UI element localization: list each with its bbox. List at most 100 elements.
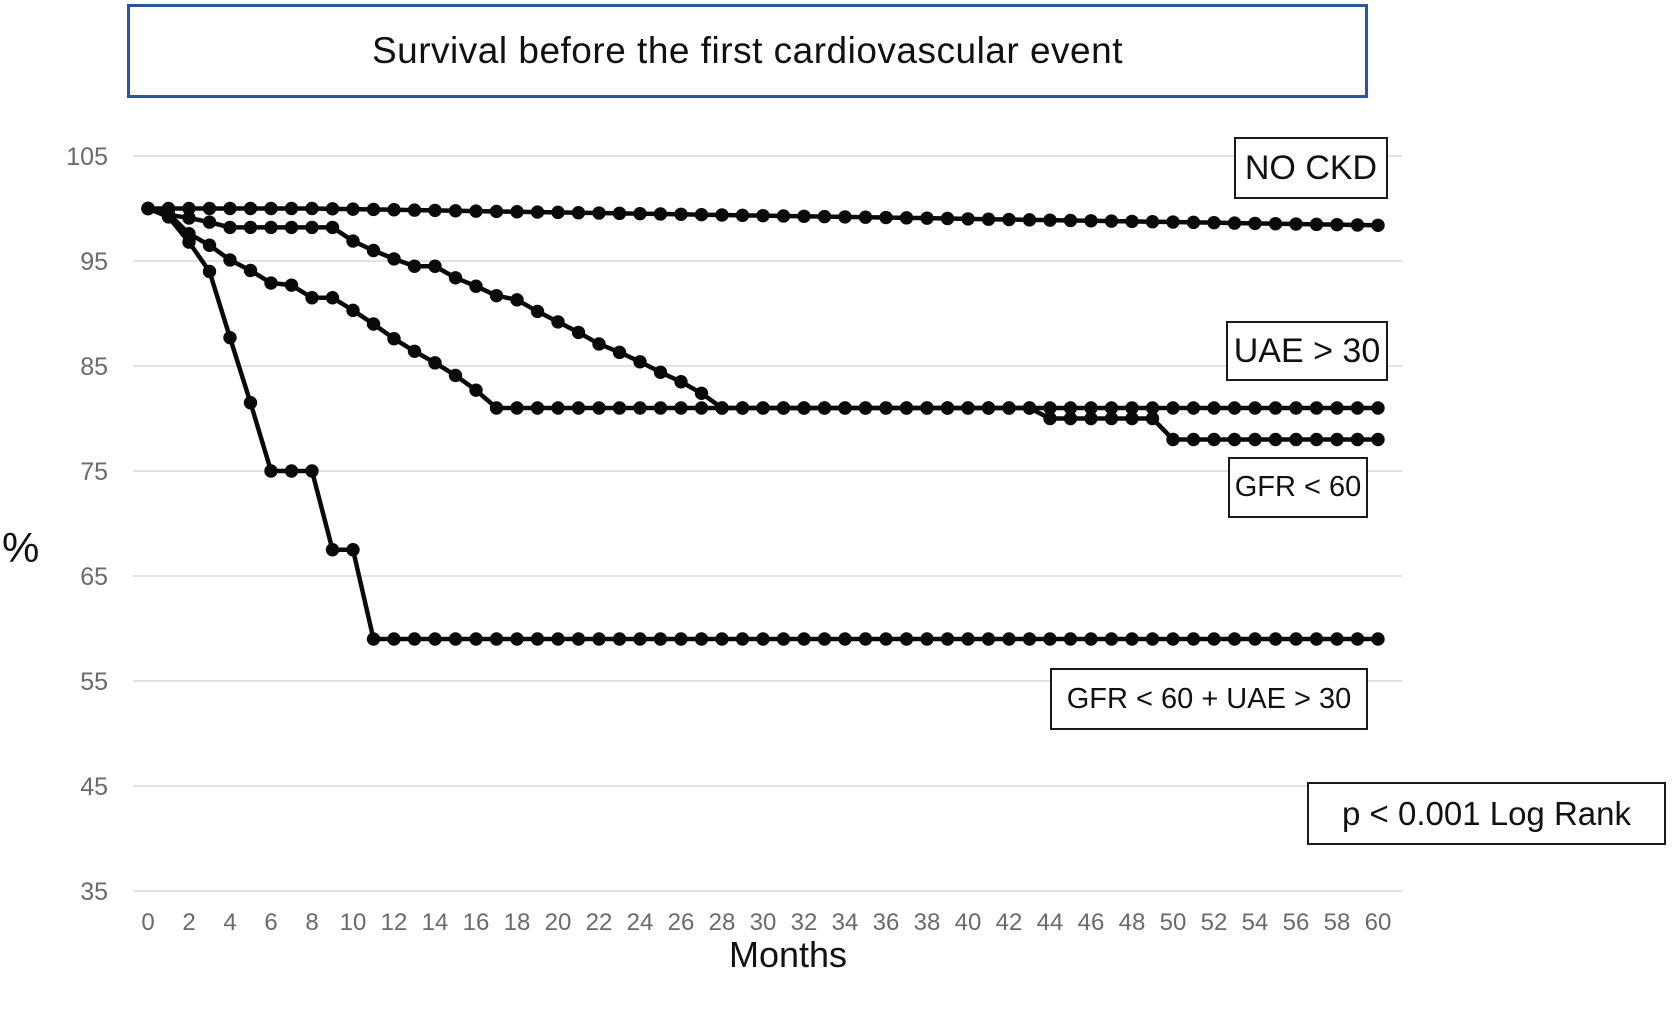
chart-title: Survival before the first cardiovascular… — [371, 30, 1123, 71]
series-2-marker — [1309, 432, 1324, 447]
x-tick-8: 8 — [305, 909, 318, 936]
y-tick-95: 95 — [80, 248, 108, 276]
series-0-marker — [1125, 214, 1139, 229]
x-tick-0: 0 — [141, 909, 154, 936]
series-3-marker — [858, 632, 873, 646]
series-1-marker — [612, 345, 627, 360]
series-1-marker — [366, 243, 381, 258]
series-3-marker — [1104, 632, 1119, 646]
series-3-marker — [1268, 632, 1283, 646]
series-3-marker — [1350, 632, 1365, 646]
series-0-marker — [735, 208, 750, 223]
series-0-marker — [1084, 214, 1098, 228]
series-3-marker — [202, 264, 217, 279]
series-3-marker — [489, 632, 504, 646]
y-tick-75: 75 — [80, 458, 108, 486]
log-rank-pvalue-box: p < 0.001 Log Rank — [1307, 782, 1666, 845]
series-1-marker — [1166, 401, 1180, 415]
series-1-marker — [530, 304, 545, 319]
x-tick-56: 56 — [1283, 909, 1310, 936]
series-0-marker — [284, 201, 299, 216]
x-tick-10: 10 — [340, 909, 367, 936]
series-3-marker — [161, 210, 176, 224]
series-0-marker — [776, 209, 791, 223]
series-0-marker — [1330, 217, 1344, 232]
x-tick-52: 52 — [1201, 909, 1228, 936]
x-tick-32: 32 — [791, 909, 818, 936]
x-tick-22: 22 — [586, 909, 613, 936]
series-0-marker — [1043, 213, 1057, 227]
series-2-marker — [571, 401, 586, 415]
series-2-marker — [530, 401, 545, 415]
series-0-marker — [633, 206, 647, 221]
series-2-marker — [1248, 432, 1262, 447]
x-tick-16: 16 — [463, 909, 490, 936]
series-2-marker — [899, 401, 914, 415]
series-2-marker — [1186, 432, 1201, 447]
series-2-marker — [1063, 411, 1078, 426]
series-1-marker — [387, 252, 401, 266]
series-1-marker — [182, 211, 196, 225]
series-0-marker — [1002, 212, 1016, 227]
series-3-marker — [387, 632, 401, 646]
series-1-marker — [284, 220, 299, 235]
series-2-marker — [1022, 401, 1037, 415]
series-1-marker — [1084, 401, 1098, 415]
series-0-marker — [223, 201, 237, 216]
x-tick-40: 40 — [955, 909, 982, 936]
series-3-marker — [1371, 632, 1385, 646]
series-3-marker — [284, 464, 299, 478]
series-3-marker — [961, 632, 975, 646]
series-3-marker — [1309, 632, 1324, 646]
series-3-marker — [428, 632, 442, 646]
series-0-marker — [1248, 216, 1262, 231]
series-0-marker — [715, 208, 729, 222]
series-3-marker — [633, 632, 647, 646]
series-1-marker — [633, 355, 647, 369]
series-3-marker — [469, 632, 483, 646]
legend-label-no-ckd: NO CKD — [1244, 148, 1378, 187]
legend-box-gfr-plus-uae: GFR < 60 + UAE > 30 — [1050, 668, 1368, 730]
series-0-marker — [305, 201, 319, 216]
series-0-marker — [1350, 218, 1365, 232]
series-0-marker — [1268, 217, 1283, 231]
series-3-marker — [1330, 632, 1344, 646]
series-0-marker — [1309, 217, 1324, 232]
y-tick-65: 65 — [80, 563, 108, 591]
series-0-marker — [346, 202, 360, 216]
series-2-marker — [920, 401, 934, 415]
series-0-marker — [1063, 213, 1078, 228]
series-line-1 — [147, 206, 1378, 411]
series-2-marker — [715, 401, 729, 415]
series-2-marker — [1330, 432, 1344, 447]
series-0-marker — [469, 204, 483, 218]
series-2-marker — [756, 401, 770, 415]
series-1-marker — [1248, 401, 1262, 415]
y-axis-title: % — [2, 524, 40, 571]
series-3-marker — [305, 464, 319, 478]
series-3-marker — [879, 632, 893, 646]
series-1-marker — [1145, 401, 1160, 415]
series-1-marker — [1104, 401, 1119, 415]
series-2-marker — [1125, 411, 1139, 426]
series-3-marker — [735, 632, 750, 646]
series-0-marker — [1289, 217, 1303, 231]
series-2-marker — [264, 276, 278, 290]
series-1-marker — [1043, 401, 1057, 415]
series-2-marker — [776, 401, 791, 415]
x-tick-26: 26 — [668, 909, 695, 936]
series-0-marker — [1104, 214, 1119, 228]
series-3-marker — [1022, 632, 1037, 646]
series-0-marker — [428, 203, 442, 218]
series-1-marker — [1309, 401, 1324, 415]
series-3-marker — [899, 632, 914, 646]
series-3-marker — [1084, 632, 1098, 646]
series-1-marker — [1207, 401, 1221, 415]
series-0-marker — [202, 201, 217, 216]
legend-label-gfr-plus-uae: GFR < 60 + UAE > 30 — [1066, 682, 1352, 715]
series-3-marker — [797, 632, 811, 646]
series-0-marker — [653, 207, 668, 221]
x-tick-48: 48 — [1119, 909, 1146, 936]
